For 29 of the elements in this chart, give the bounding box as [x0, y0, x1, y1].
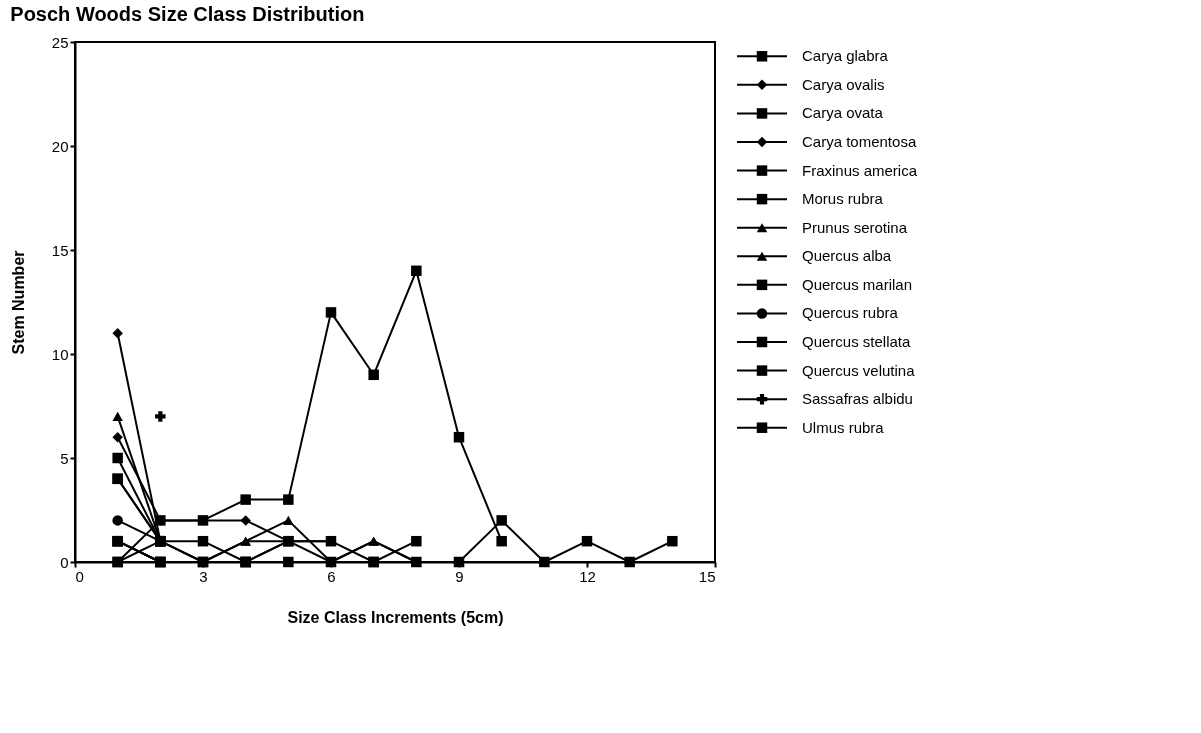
legend-label: Quercus marilan [802, 275, 913, 293]
legend-label: Quercus alba [802, 247, 892, 265]
y-tick-label: 25 [51, 33, 69, 51]
legend-label: Quercus rubra [802, 304, 899, 322]
legend-label: Carya ovata [802, 104, 884, 122]
x-tick-label: 0 [75, 567, 84, 585]
y-tick-label: 10 [51, 345, 69, 363]
y-tick-label: 15 [51, 241, 69, 259]
legend-label: Prunus serotina [802, 218, 908, 236]
y-axis-title: Stem Number [9, 250, 27, 355]
legend-label: Quercus stellata [802, 333, 912, 350]
legend-label: Ulmus rubra [802, 418, 885, 436]
legend-label: Carya glabra [802, 47, 889, 65]
legend-label: Sassafras albidu [802, 390, 913, 408]
legend-label: Carya ovalis [802, 75, 885, 93]
y-tick-label: 5 [60, 449, 69, 467]
x-axis-title: Size Class Increments (5cm) [287, 608, 504, 626]
legend-label: Fraxinus america [802, 161, 918, 179]
y-tick-label: 20 [51, 137, 69, 155]
x-tick-label: 9 [455, 567, 464, 585]
y-tick-label: 0 [60, 553, 69, 571]
legend-label: Morus rubra [802, 190, 884, 208]
chart-title: Posch Woods Size Class Distribution [10, 3, 365, 25]
x-tick-label: 15 [698, 567, 716, 585]
legend-label: Carya tomentosa [802, 133, 917, 150]
x-tick-label: 6 [327, 567, 336, 585]
x-tick-label: 12 [579, 567, 596, 585]
x-tick-label: 3 [199, 567, 208, 585]
legend-label: Quercus velutina [802, 361, 916, 379]
